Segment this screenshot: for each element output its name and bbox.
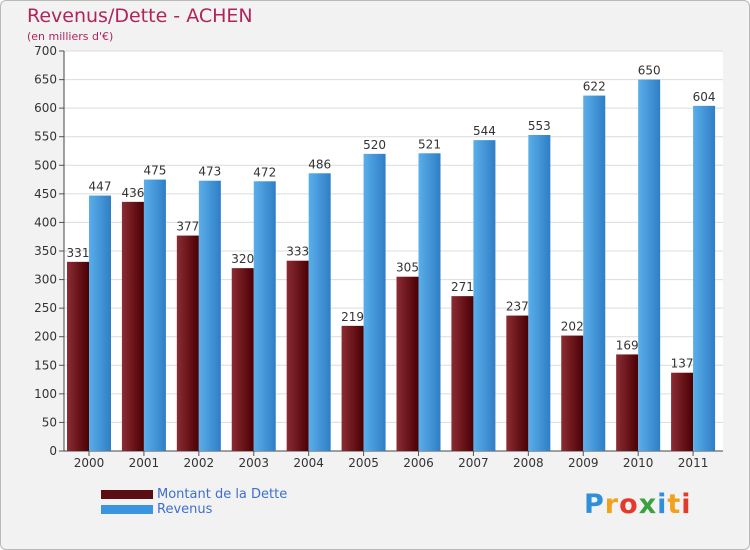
- data-label-debt: 377: [176, 220, 199, 234]
- chart-subtitle: (en milliers d'€): [27, 30, 114, 43]
- data-label-revenue: 622: [583, 80, 606, 94]
- y-tick-label: 50: [42, 415, 57, 429]
- legend-swatch-revenue: [101, 505, 153, 514]
- data-label-revenue: 520: [363, 138, 386, 152]
- data-label-debt: 436: [121, 186, 144, 200]
- bar-revenue: [198, 180, 221, 451]
- logo-letter: P: [584, 489, 605, 520]
- bar-revenue: [528, 135, 551, 451]
- y-tick-label: 650: [34, 73, 57, 87]
- data-label-revenue: 604: [693, 90, 716, 104]
- proxiti-logo: Proxiti: [584, 487, 692, 523]
- legend-swatch-debt: [101, 490, 153, 499]
- bar-debt: [286, 260, 309, 451]
- x-tick-label: 2006: [403, 456, 434, 470]
- data-label-debt: 219: [341, 310, 364, 324]
- x-tick-label: 2002: [184, 456, 215, 470]
- bar-revenue: [418, 153, 441, 452]
- y-tick-label: 200: [34, 330, 57, 344]
- x-tick-label: 2004: [293, 456, 324, 470]
- bar-debt: [616, 354, 639, 451]
- data-label-debt: 305: [396, 261, 419, 275]
- y-tick-label: 250: [34, 301, 57, 315]
- data-label-debt: 320: [231, 252, 254, 266]
- y-tick-label: 500: [34, 158, 57, 172]
- chart-title: Revenus/Dette - ACHEN: [27, 5, 253, 27]
- data-label-revenue: 475: [143, 164, 166, 178]
- legend-label-revenue: Revenus: [157, 502, 213, 517]
- bar-revenue: [693, 105, 716, 451]
- data-label-debt: 169: [616, 338, 639, 352]
- x-tick-label: 2009: [568, 456, 599, 470]
- y-tick-label: 450: [34, 187, 57, 201]
- x-tick-label: 2011: [678, 456, 709, 470]
- logo-letter: o: [619, 489, 639, 520]
- data-label-debt: 331: [67, 246, 90, 260]
- bar-debt: [231, 268, 254, 451]
- bar-debt: [121, 201, 144, 451]
- logo-letter: t: [667, 489, 682, 520]
- x-tick-label: 2000: [74, 456, 105, 470]
- bar-revenue: [89, 195, 111, 451]
- bar-revenue: [638, 79, 661, 452]
- y-tick-label: 350: [34, 244, 57, 258]
- data-label-revenue: 553: [528, 119, 551, 133]
- data-label-debt: 237: [506, 300, 529, 314]
- logo-letter: r: [604, 489, 620, 520]
- data-label-debt: 271: [451, 280, 474, 294]
- logo-letter: i: [681, 489, 692, 520]
- data-label-debt: 137: [671, 357, 694, 371]
- bar-debt: [561, 335, 584, 451]
- x-tick-label: 2001: [129, 456, 160, 470]
- data-label-revenue: 521: [418, 137, 441, 151]
- x-tick-label: 2003: [238, 456, 269, 470]
- x-tick-label: 2010: [623, 456, 654, 470]
- bar-debt: [671, 372, 694, 451]
- bar-revenue: [583, 95, 606, 452]
- bar-revenue: [308, 173, 331, 452]
- x-tick-label: 2008: [513, 456, 544, 470]
- data-label-revenue: 447: [89, 180, 112, 194]
- bar-debt: [396, 276, 419, 451]
- bar-revenue: [143, 179, 166, 452]
- bar-debt: [341, 325, 364, 451]
- x-tick-label: 2005: [348, 456, 379, 470]
- bar-debt: [451, 296, 474, 451]
- y-tick-label: 600: [34, 101, 57, 115]
- y-tick-label: 550: [34, 130, 57, 144]
- data-label-revenue: 486: [308, 157, 331, 171]
- y-tick-label: 0: [49, 444, 57, 458]
- y-tick-label: 700: [34, 44, 57, 58]
- bar-debt: [176, 235, 199, 451]
- bar-revenue: [253, 181, 276, 452]
- data-label-debt: 333: [286, 245, 309, 259]
- x-tick-label: 2007: [458, 456, 489, 470]
- logo-letter: i: [657, 489, 668, 520]
- data-label-revenue: 473: [198, 165, 221, 179]
- y-tick-label: 400: [34, 215, 57, 229]
- data-label-revenue: 544: [473, 124, 496, 138]
- data-label-revenue: 472: [253, 165, 276, 179]
- bar-debt: [67, 261, 89, 451]
- data-label-revenue: 650: [638, 64, 661, 78]
- data-label-debt: 202: [561, 320, 584, 334]
- y-tick-label: 300: [34, 273, 57, 287]
- logo-letter: x: [638, 489, 658, 520]
- y-tick-label: 150: [34, 358, 57, 372]
- y-tick-label: 100: [34, 387, 57, 401]
- bar-debt: [506, 315, 529, 451]
- bar-revenue: [473, 140, 496, 451]
- bar-revenue: [363, 153, 386, 451]
- legend-label-debt: Montant de la Dette: [157, 487, 288, 502]
